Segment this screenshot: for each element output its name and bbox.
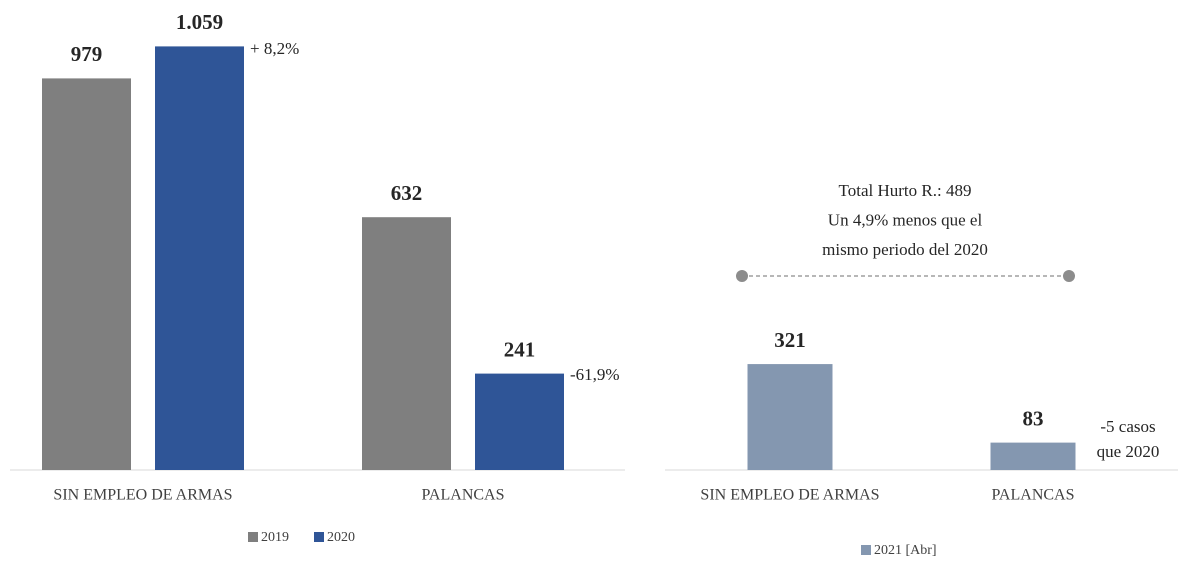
value-label: 979 bbox=[71, 42, 103, 66]
legend-swatch bbox=[314, 532, 324, 542]
legend-label: 2019 bbox=[261, 530, 289, 545]
note: Total Hurto R.: 489 bbox=[839, 181, 972, 200]
annotation: que 2020 bbox=[1097, 442, 1160, 461]
note-dot bbox=[736, 270, 748, 282]
note: mismo periodo del 2020 bbox=[822, 240, 988, 259]
bar bbox=[362, 217, 451, 470]
value-label: 83 bbox=[1023, 406, 1044, 430]
x-tick-label: SIN EMPLEO DE ARMAS bbox=[700, 487, 879, 504]
note: Un 4,9% menos que el bbox=[828, 210, 983, 229]
note-dot bbox=[1063, 270, 1075, 282]
value-label: 241 bbox=[504, 337, 536, 361]
value-label: 632 bbox=[391, 181, 423, 205]
bar bbox=[990, 442, 1076, 470]
bar bbox=[475, 373, 564, 470]
x-tick-label: SIN EMPLEO DE ARMAS bbox=[53, 487, 232, 504]
bar bbox=[42, 78, 131, 471]
value-label: 321 bbox=[774, 328, 806, 352]
bar bbox=[747, 364, 833, 470]
annotation: + 8,2% bbox=[250, 39, 299, 58]
legend-label: 2020 bbox=[327, 530, 355, 545]
legend-swatch bbox=[248, 532, 258, 542]
legend-label: 2021 [Abr] bbox=[874, 543, 937, 558]
annotation: -5 casos bbox=[1100, 417, 1155, 436]
x-tick-label: PALANCAS bbox=[422, 487, 505, 504]
x-tick-label: PALANCAS bbox=[992, 487, 1075, 504]
annotation: -61,9% bbox=[570, 365, 620, 384]
bar bbox=[155, 46, 244, 471]
legend-swatch bbox=[861, 545, 871, 555]
value-label: 1.059 bbox=[176, 10, 223, 34]
